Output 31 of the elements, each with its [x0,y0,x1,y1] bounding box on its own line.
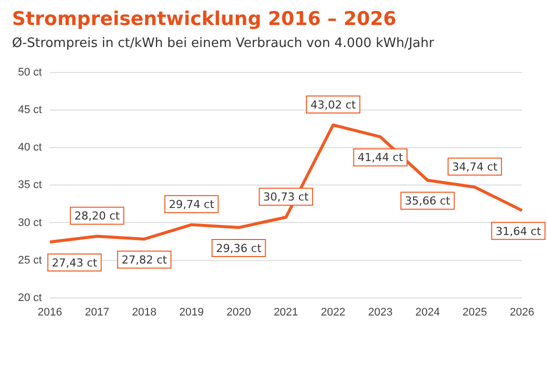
x-tick-label: 2025 [462,306,488,318]
x-tick-label: 2023 [368,306,393,318]
data-label: 28,20 ct [74,210,120,223]
data-label: 30,73 ct [263,190,310,204]
data-label: 34,74 ct [452,160,498,174]
chart-subtitle: Ø-Strompreis in ct/kWh bei einem Verbrauch von 4.000 kWh/Jahr [12,36,434,51]
y-tick-label: 20 ct [18,292,42,304]
x-tick-label: 2017 [84,306,110,318]
data-label: 29,36 ct [216,242,262,255]
data-label: 35,66 ct [404,194,451,208]
y-tick-label: 35 ct [18,179,42,192]
y-tick-label: 25 ct [18,254,42,266]
x-tick-label: 2019 [179,306,204,318]
x-tick-label: 2020 [226,306,251,318]
data-label: 29,74 ct [168,198,215,212]
x-tick-label: 2021 [274,306,298,318]
data-label: 27,43 ct [52,256,98,270]
x-tick-label: 2016 [38,306,62,318]
chart-title: Strompreisentwicklung 2016 – 2026 [12,8,396,30]
data-label: 41,44 ct [358,151,404,164]
data-label: 27,82 ct [122,253,168,266]
y-tick-label: 50 ct [18,66,42,79]
y-tick-label: 30 ct [18,216,42,229]
y-tick-label: 40 ct [18,142,42,154]
data-label: 31,64 ct [496,224,542,238]
x-tick-label: 2026 [510,306,534,318]
x-tick-label: 2018 [132,306,157,318]
x-tick-label: 2022 [320,306,346,318]
data-label: 43,02 ct [310,98,356,112]
y-tick-label: 45 ct [18,104,42,116]
x-tick-label: 2024 [415,306,440,318]
